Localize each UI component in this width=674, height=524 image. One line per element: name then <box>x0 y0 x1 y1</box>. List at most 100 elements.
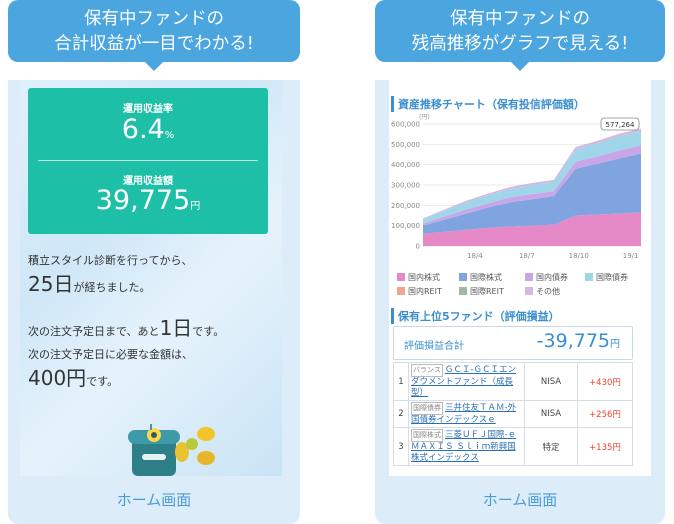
card-divider <box>38 160 258 161</box>
headline-bubble-home-gain: 保有中ファンドの 合計収益が一目でわかる! <box>8 0 300 71</box>
legend-swatch <box>459 287 467 295</box>
required-amount-suffix: です。 <box>86 375 119 388</box>
y-tick-label: 500,000 <box>391 141 420 149</box>
fund-name-link[interactable]: 国際債券 三井住友ＴＡＭ-外国債券インデックスｅ <box>408 400 525 428</box>
caption-home-left: ホーム画面 <box>116 491 192 509</box>
legend-label: 国際REIT <box>470 287 504 296</box>
fund-rank: 3 <box>393 427 409 466</box>
chart-y-tick-labels: 0 100,000 200,000 300,000 400,000 500,000 600,… <box>391 121 420 251</box>
legend-label: その他 <box>536 287 560 296</box>
headline-line-2: 残高推移がグラフで見える! <box>411 34 629 54</box>
headline-line-2: 合計収益が一目でわかる! <box>54 34 254 54</box>
diagnosis-days: 25日が経ちました。 <box>28 268 150 297</box>
legend-item: 国際債券 <box>585 272 628 283</box>
fund-category-tag: バランス <box>411 364 443 377</box>
y-tick-label: 200,000 <box>391 202 420 210</box>
legend-swatch <box>525 273 533 281</box>
x-tick-label: 18/10 <box>569 252 589 260</box>
fund-name[interactable]: 三菱ＵＦＪ国際-ｅＭＡＸＩＳ Ｓｌｉｍ新興国株式インデックス <box>411 430 517 463</box>
fund-profit-loss: +430円 <box>577 362 633 401</box>
legend-swatch <box>459 273 467 281</box>
fund-name-link[interactable]: 国際株式 三菱ＵＦＪ国際-ｅＭＡＸＩＳ Ｓｌｉｍ新興国株式インデックス <box>408 427 525 466</box>
legend-item: 国内REIT <box>397 286 442 297</box>
series-area <box>423 212 641 246</box>
series-area <box>423 145 641 226</box>
y-tick-label: 100,000 <box>391 222 420 230</box>
home-screen: 運用収益率 6.4% 運用収益額 39,775円 積立スタイル診断を行ってから、… <box>20 80 282 476</box>
phone-panel-chart: 資産推移チャート（保有投信評価額） 0 100,000 200,000 300,000… <box>375 80 665 524</box>
fund-category-tag: 国際株式 <box>411 429 443 442</box>
legend-label: 国内株式 <box>408 273 440 282</box>
fund-row[interactable]: 2 国際債券 三井住友ＴＡＭ-外国債券インデックスｅ NISA +256円 <box>393 400 633 428</box>
fund-profit-loss: +256円 <box>577 400 633 428</box>
legend-swatch <box>525 287 533 295</box>
required-amount: 400円です。 <box>28 362 118 391</box>
next-order-countdown: 次の注文予定日まで、あと1日です。 <box>28 312 224 341</box>
legend-label: 国際債券 <box>596 273 628 282</box>
legend-item: 国際株式 <box>459 272 502 283</box>
legend-swatch <box>397 273 405 281</box>
y-tick-label: 600,000 <box>391 121 420 129</box>
asset-stacked-area-chart[interactable]: 0 100,000 200,000 300,000 400,000 500,000 600,… <box>389 110 651 266</box>
asset-chart-screen: 資産推移チャート（保有投信評価額） 0 100,000 200,000 300,000… <box>389 80 651 476</box>
x-tick-label: 19/1 <box>623 252 639 260</box>
fund-profit-loss: +135円 <box>577 427 633 466</box>
return-rate-label: 運用収益率 <box>123 104 173 115</box>
fund-rank: 2 <box>393 400 409 428</box>
fund-account-type: 特定 <box>524 427 578 466</box>
y-tick-label: 400,000 <box>391 161 420 169</box>
return-amount-label: 運用収益額 <box>123 176 173 187</box>
return-amount-value: 39,775円 <box>28 185 268 216</box>
return-rate-value: 6.4% <box>28 114 268 145</box>
fund-name[interactable]: ＧＣＩ-ＧＣＩエンダウメントファンド（成長型） <box>411 365 516 398</box>
next-order-prefix: 次の注文予定日まで、あと <box>28 325 160 338</box>
legend-item: その他 <box>525 286 560 297</box>
asset-chart-title: 資産推移チャート（保有投信評価額） <box>391 96 585 112</box>
fund-category-tag: 国際債券 <box>411 402 443 415</box>
mascot-robot-icon <box>128 424 215 476</box>
elapsed-days-suffix: が経ちました。 <box>73 281 151 294</box>
fund-account-type: NISA <box>524 400 578 428</box>
caption-home-right: ホーム画面 <box>482 491 558 509</box>
required-amount-intro: 次の注文予定日に必要な金額は、 <box>28 348 193 361</box>
y-axis-unit: (円) <box>419 114 430 121</box>
y-tick-label: 300,000 <box>391 182 420 190</box>
elapsed-days-value: 25日 <box>28 272 74 296</box>
legend-label: 国内債券 <box>536 273 568 282</box>
top5-title: 保有上位5ファンド（評価損益） <box>391 308 560 324</box>
return-amount-unit: 円 <box>190 201 201 212</box>
fund-name-link[interactable]: バランス ＧＣＩ-ＧＣＩエンダウメントファンド（成長型） <box>408 362 525 401</box>
legend-item: 国内債券 <box>525 272 568 283</box>
phone-panel-home: 運用収益率 6.4% 運用収益額 39,775円 積立スタイル診断を行ってから、… <box>8 80 300 524</box>
next-order-suffix: です。 <box>192 325 225 338</box>
chart-tooltip: 577,264 <box>600 117 640 131</box>
chart-series-areas <box>423 128 641 246</box>
fund-name[interactable]: 三井住友ＴＡＭ-外国債券インデックスｅ <box>411 403 517 425</box>
headline-line-1: 保有中ファンドの <box>450 9 590 29</box>
top-funds-table: 1 バランス ＧＣＩ-ＧＣＩエンダウメントファンド（成長型） NISA +430円 2 国際… <box>393 362 633 466</box>
return-rate-unit: % <box>164 130 175 141</box>
legend-item: 国内株式 <box>397 272 440 283</box>
fund-row[interactable]: 1 バランス ＧＣＩ-ＧＣＩエンダウメントファンド（成長型） NISA +430円 <box>393 362 633 401</box>
x-tick-label: 18/7 <box>519 252 535 260</box>
total-pl-unit: 円 <box>610 339 620 350</box>
legend-swatch <box>397 287 405 295</box>
x-tick-label: 18/4 <box>467 252 483 260</box>
headline-line-1: 保有中ファンドの <box>84 9 224 29</box>
tooltip-value: 577,264 <box>606 121 635 129</box>
y-tick-label: 0 <box>416 243 420 251</box>
headline-bubble-balance-chart: 保有中ファンドの 残高推移がグラフで見える! <box>375 0 665 71</box>
fund-row[interactable]: 3 国際株式 三菱ＵＦＪ国際-ｅＭＡＸＩＳ Ｓｌｉｍ新興国株式インデックス 特定 +13… <box>393 427 633 466</box>
chart-x-tick-labels: 18/4 18/7 18/10 19/1 <box>467 252 638 260</box>
total-pl-number: -39,775 <box>536 330 610 352</box>
total-pl-label: 評価損益合計 <box>404 341 464 352</box>
fund-rank: 1 <box>393 362 409 401</box>
return-amount-number: 39,775 <box>95 185 191 216</box>
return-summary-card[interactable]: 運用収益率 6.4% 運用収益額 39,775円 <box>28 88 268 234</box>
required-amount-value: 400円 <box>28 366 87 390</box>
total-pl-box: 評価損益合計 -39,775円 <box>393 326 633 360</box>
legend-label: 国際株式 <box>470 273 502 282</box>
return-rate-number: 6.4 <box>121 114 165 145</box>
legend-item: 国際REIT <box>459 286 504 297</box>
next-order-days-value: 1日 <box>159 316 193 340</box>
